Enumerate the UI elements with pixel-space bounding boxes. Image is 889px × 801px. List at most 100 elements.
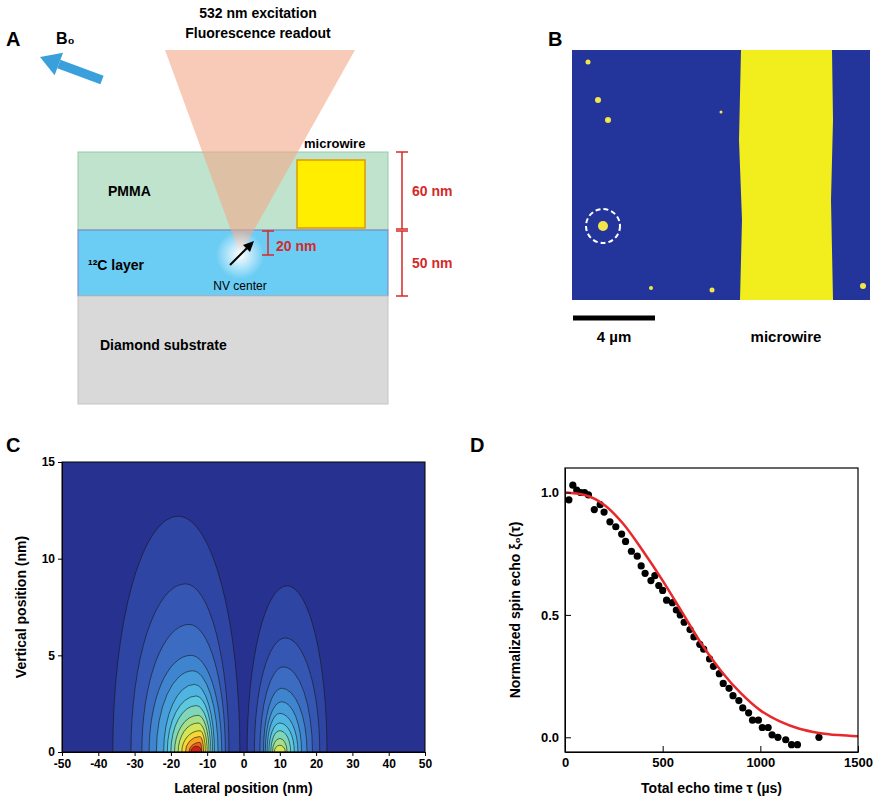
panel-a: A532 nm excitationFluorescence readoutmi… — [6, 5, 452, 404]
x-axis-title: Total echo time τ (µs) — [641, 780, 782, 796]
scale-bar-label: 4 µm — [597, 328, 632, 345]
tick-mark — [62, 752, 63, 756]
nv-axis — [230, 247, 248, 265]
contour-level — [274, 745, 285, 752]
plot-frame — [565, 468, 858, 752]
data-point — [628, 548, 635, 555]
dimension-line — [267, 231, 269, 255]
plot-marks — [565, 482, 858, 749]
data-point — [765, 724, 772, 731]
tick-label: 50 — [419, 757, 433, 771]
tick-label: 0 — [48, 745, 55, 759]
data-point — [782, 736, 789, 743]
data-point — [622, 538, 629, 545]
tick: -50 — [54, 752, 72, 771]
panel-letter: B — [548, 28, 562, 50]
tick-label: 5 — [48, 649, 55, 663]
dimension-cap — [262, 230, 274, 232]
contour-level — [131, 584, 229, 752]
y-axis-title: Vertical position (nm) — [13, 536, 29, 678]
dimension-cap — [396, 295, 408, 297]
tick-label: -30 — [126, 757, 144, 771]
y-axis: 0.0 0.5 1.0 — [541, 469, 571, 753]
fluorescent-spot — [649, 286, 653, 290]
microwire — [297, 160, 365, 228]
fluorescent-spot — [720, 111, 723, 114]
contour-level — [167, 696, 212, 752]
data-point — [565, 496, 572, 503]
field-label: B₀ — [56, 30, 75, 47]
tick-label: -50 — [54, 757, 72, 771]
panel-b: B4 µmmicrowire — [548, 28, 870, 345]
dimension-cap — [396, 230, 408, 232]
dimension-label: 50 nm — [412, 255, 452, 271]
tick: 10 — [42, 552, 62, 566]
dimension-line — [401, 231, 403, 296]
plot-background — [62, 462, 425, 752]
fluorescence-image — [572, 50, 870, 300]
data-point — [591, 506, 598, 513]
dimension-line — [401, 152, 403, 229]
figure: A532 nm excitationFluorescence readoutmi… — [0, 0, 889, 801]
panel-d: D0500100015000.00.51.0Total echo time τ … — [470, 434, 873, 796]
data-point — [638, 562, 645, 569]
data-point — [735, 697, 742, 704]
contour-level — [164, 684, 215, 752]
contour-level — [189, 742, 202, 752]
field-arrowhead — [40, 53, 63, 76]
nv-arrowhead — [243, 241, 254, 252]
panel-letter: C — [6, 434, 20, 456]
dimension-cap — [396, 151, 408, 153]
tick-mark — [58, 655, 62, 656]
field-arrow — [59, 64, 102, 80]
tick-label: 1500 — [844, 755, 873, 770]
plot-frame — [62, 462, 425, 752]
x-axis: 050010001500 — [562, 746, 873, 770]
contour-level — [175, 715, 209, 752]
contour-level — [260, 667, 313, 752]
panel-letter: D — [470, 434, 484, 456]
axis-line — [566, 752, 859, 753]
tick: 0 — [241, 752, 248, 771]
contour-level — [113, 516, 240, 752]
tick-label: 0 — [562, 755, 569, 770]
contour-level — [171, 706, 211, 752]
c12-layer — [78, 230, 388, 296]
fluorescent-spot — [605, 117, 611, 123]
contour-level — [271, 731, 291, 752]
x-axis: -50-40-30-20-1001020304050 — [54, 752, 433, 771]
tick-label: -10 — [199, 757, 217, 771]
tick-label: 1000 — [746, 755, 775, 770]
tick-mark — [663, 746, 664, 752]
dimension-label: 60 nm — [412, 183, 452, 199]
panel-letter: A — [6, 28, 20, 50]
tick-mark — [244, 752, 245, 756]
fluorescent-spot — [598, 221, 608, 231]
data-point — [641, 570, 648, 577]
dimension-pmma — [396, 152, 408, 229]
tick-mark — [760, 746, 761, 752]
data-point — [774, 734, 781, 741]
contour-level — [185, 737, 203, 752]
contour-level — [273, 738, 288, 752]
fluorescent-spot — [710, 288, 715, 293]
fluorescent-spot — [586, 60, 591, 65]
contour-level — [267, 713, 298, 752]
tick-label: 30 — [346, 757, 360, 771]
data-point — [618, 531, 625, 538]
tick-mark — [171, 752, 172, 756]
dimension-layer — [396, 231, 408, 296]
contour-level — [263, 688, 307, 752]
selected-spot-ring — [586, 209, 620, 243]
tick: 15 — [42, 455, 62, 469]
panel-c: C-50-40-30-20-1001020304050051015Lateral… — [6, 434, 432, 796]
x-axis-title: Lateral position (nm) — [174, 780, 312, 796]
tick: 0.0 — [541, 730, 571, 745]
tick: 50 — [419, 752, 433, 771]
tick-label: 0.5 — [541, 608, 559, 623]
y-axis: 0 5 10 15 — [42, 455, 63, 759]
tick: 1.0 — [541, 485, 571, 500]
data-point — [600, 508, 607, 515]
beam-label: Fluorescence readout — [185, 25, 331, 41]
tick-label: 15 — [42, 455, 56, 469]
